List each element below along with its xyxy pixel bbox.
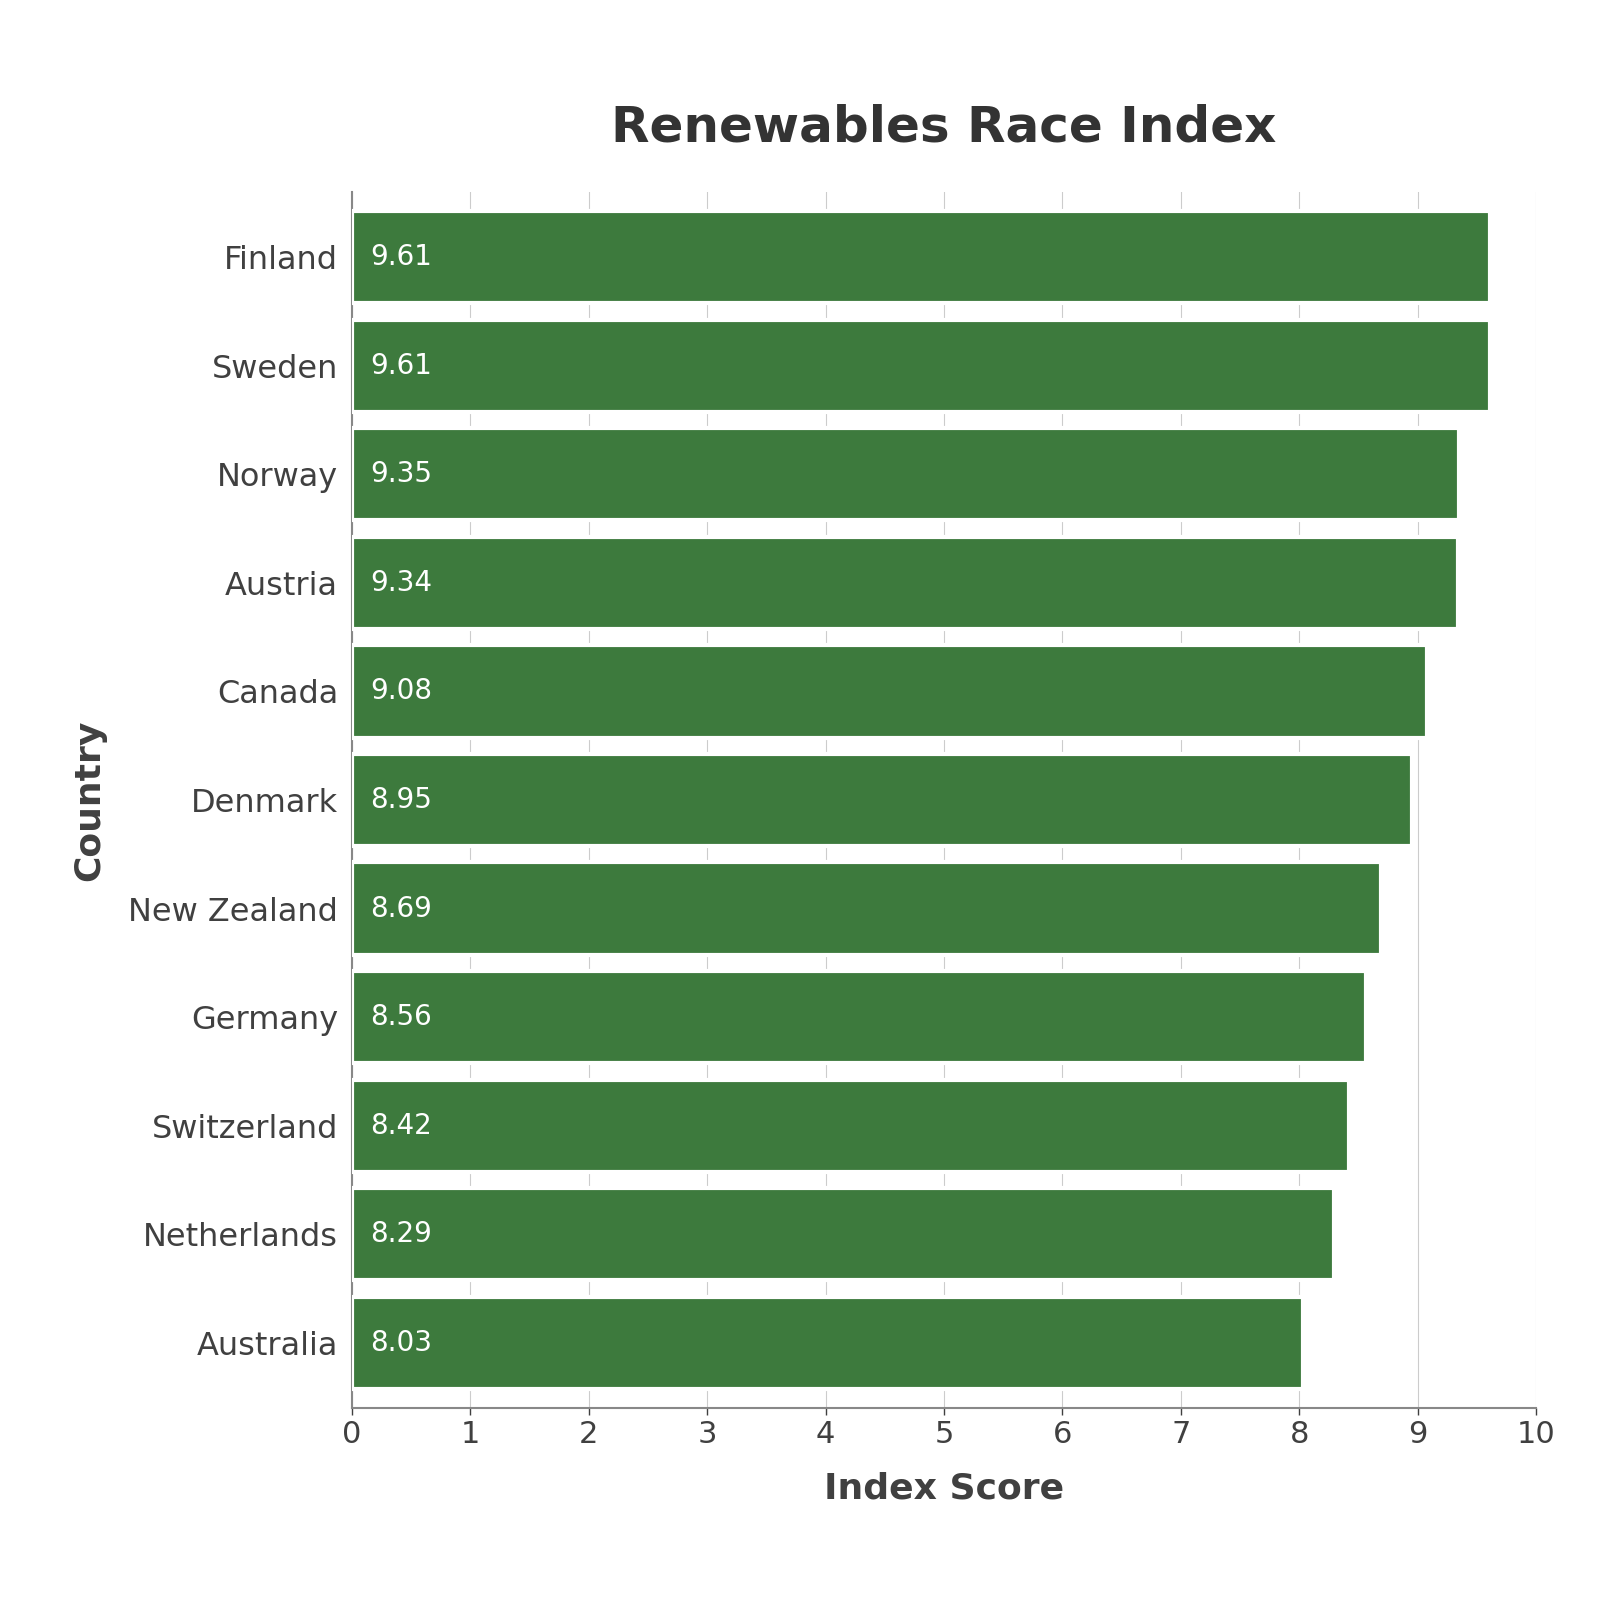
Text: 9.61: 9.61 xyxy=(370,243,432,270)
Text: 9.08: 9.08 xyxy=(370,677,432,706)
Title: Renewables Race Index: Renewables Race Index xyxy=(611,104,1277,152)
Text: 9.35: 9.35 xyxy=(370,461,432,488)
Bar xyxy=(352,1189,1333,1280)
Text: 8.95: 8.95 xyxy=(370,786,432,814)
Text: 8.42: 8.42 xyxy=(370,1112,432,1139)
Bar xyxy=(352,645,1427,738)
Text: 8.03: 8.03 xyxy=(370,1330,432,1357)
Bar xyxy=(352,862,1381,955)
Bar xyxy=(352,536,1458,629)
Bar xyxy=(352,971,1365,1064)
Text: 9.61: 9.61 xyxy=(370,352,432,379)
Text: 8.69: 8.69 xyxy=(370,894,432,923)
X-axis label: Index Score: Index Score xyxy=(824,1470,1064,1506)
Text: 8.56: 8.56 xyxy=(370,1003,432,1030)
Bar xyxy=(352,211,1490,304)
Bar xyxy=(352,429,1459,520)
Bar xyxy=(352,754,1411,846)
Text: 9.34: 9.34 xyxy=(370,570,432,597)
Y-axis label: Country: Country xyxy=(72,720,106,880)
Text: 8.29: 8.29 xyxy=(370,1221,432,1248)
Bar xyxy=(352,1080,1349,1171)
Bar xyxy=(352,1296,1302,1389)
Bar xyxy=(352,320,1490,411)
